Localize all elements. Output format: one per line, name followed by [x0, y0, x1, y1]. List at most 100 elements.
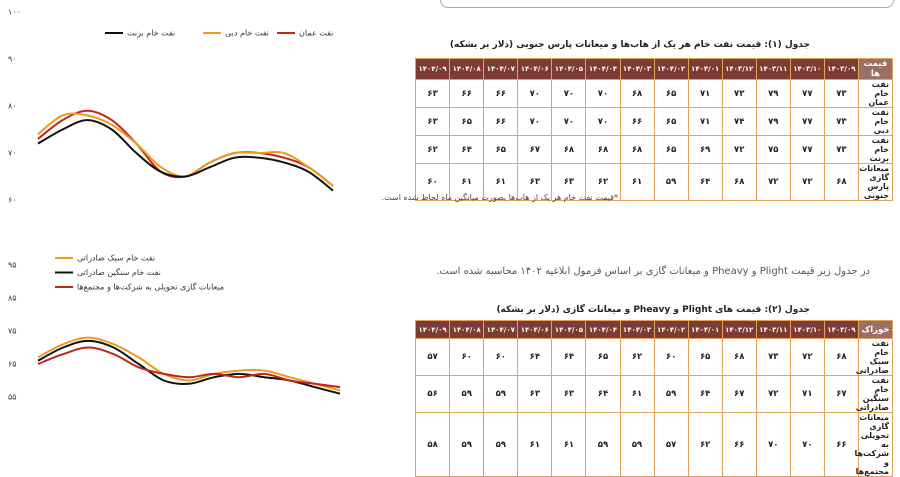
y-tick-label: ۱۰۰: [8, 8, 21, 17]
header-cell: ۱۴۰۴/۰۲: [653, 58, 689, 80]
header-cell: ۱۴۰۴/۰۶: [517, 320, 553, 339]
cell: ۷۹: [755, 79, 791, 108]
table-row: نفت خام سنگین صادراتی ۶۷ ۷۱ ۷۲ ۶۷ ۶۴ ۵۹ ۶۱ ۶۴ ۶۳ ۶…: [414, 375, 894, 413]
legend-label: نفت خام برنت: [127, 29, 175, 38]
table: قیمت ها ۱۴۰۳/۰۹ ۱۴۰۳/۱۰ ۱۴۰۳/۱۱ ۱۴۰۳/۱۲ ۱۴۰۴/…: [414, 58, 894, 201]
cell: ۶۴: [687, 163, 723, 201]
top-frame: [440, 0, 894, 8]
table-title: جدول (۱): قیمت نفت خام هر یک از هاب‌ها و…: [449, 40, 810, 50]
cell: ۵۹: [653, 163, 689, 201]
legend-label: میعانات گازی تحویلی به شرکت‌ها و مجتمع‌ه…: [77, 282, 224, 292]
cell: ۶۴: [687, 375, 723, 413]
y-tick-label: ۸۰: [8, 102, 17, 111]
cell: ۶۴: [449, 135, 485, 164]
cell: ۷۷: [789, 107, 825, 136]
cell: ۶۷: [721, 375, 757, 413]
cell: ۶۵: [653, 79, 689, 108]
cell: ۶۸: [721, 338, 757, 376]
cell: ۷۵: [755, 135, 791, 164]
header-cell: ۱۴۰۳/۱۱: [755, 58, 791, 80]
cell: ۷۳: [823, 135, 859, 164]
row-label: نفت خام سنگین صادراتی: [856, 375, 894, 413]
y-tick-label: ۸۵: [8, 294, 17, 303]
line: [37, 346, 341, 389]
row-label: میعانات گازی پارس جنوبی: [857, 163, 894, 201]
cell: ۶۷: [517, 135, 553, 164]
cell: ۶۳: [517, 163, 553, 201]
cell: ۷۰: [585, 107, 621, 136]
cell: ۶۲: [414, 135, 451, 164]
cell: ۷۰: [755, 412, 791, 477]
cell: ۶۳: [414, 79, 451, 108]
header-cell: ۱۴۰۴/۰۵: [551, 320, 587, 339]
table-row: نفت خام برنت ۷۳ ۷۷ ۷۵ ۷۲ ۶۹ ۶۵ ۶۸ ۶۸ ۶۸ ۶۷ ۶۵ ۶۴ ۶۲: [414, 135, 894, 164]
header-cell: ۱۴۰۳/۱۰: [789, 320, 825, 339]
header-cell: ۱۴۰۳/۱۰: [789, 58, 825, 80]
header-cell: ۱۴۰۳/۱۲: [721, 58, 757, 80]
cell: ۶۸: [721, 163, 757, 201]
cell: ۵۹: [449, 412, 485, 477]
cell: ۷۰: [585, 79, 621, 108]
cell: ۶۶: [619, 107, 655, 136]
cell: ۶۰: [414, 163, 451, 201]
cell: ۶۲: [619, 338, 655, 376]
header-cell: ۱۴۰۴/۰۱: [687, 320, 723, 339]
header-row: خوراک ۱۴۰۳/۰۹ ۱۴۰۳/۱۰ ۱۴۰۳/۱۱ ۱۴۰۳/۱۲ ۱۴۰۴/۰۱…: [414, 320, 894, 339]
cell: ۶۶: [823, 412, 859, 477]
header-cell: ۱۴۰۴/۰۳: [619, 58, 655, 80]
header-cell: ۱۴۰۴/۰۷: [483, 320, 519, 339]
legend-label: نفت عمان: [299, 29, 333, 38]
header-cell: ۱۴۰۳/۰۹: [823, 320, 859, 339]
cell: ۵۶: [414, 375, 451, 413]
cell: ۶۳: [551, 163, 587, 201]
cell: ۶۹: [687, 135, 723, 164]
paragraph: در جدول زیر قیمت Plight و Pheavy و میعان…: [436, 266, 870, 277]
cell: ۷۱: [789, 375, 825, 413]
y-tick-label: ۷۰: [8, 149, 17, 158]
cell: ۷۳: [823, 107, 859, 136]
header-row: قیمت ها ۱۴۰۳/۰۹ ۱۴۰۳/۱۰ ۱۴۰۳/۱۱ ۱۴۰۳/۱۲ ۱۴۰۴/…: [414, 58, 894, 80]
cell: ۶۴: [585, 375, 621, 413]
cell: ۵۹: [483, 412, 519, 477]
cell: ۶۴: [551, 338, 587, 376]
cell: ۶۸: [551, 135, 587, 164]
cell: ۷۳: [721, 79, 757, 108]
cell: ۷۳: [823, 79, 859, 108]
cell: ۶۱: [619, 163, 655, 201]
cell: ۶۰: [653, 338, 689, 376]
y-tick-label: ۵۵: [8, 393, 17, 402]
header-cell: ۱۴۰۳/۱۱: [755, 320, 791, 339]
cell: ۷۳: [755, 338, 791, 376]
cell: ۶۶: [483, 79, 519, 108]
cell: ۶۱: [483, 163, 519, 201]
cell: ۶۸: [823, 163, 859, 201]
cell: ۷۷: [789, 135, 825, 164]
charts: ۱۰۰ ۹۰ ۸۰ ۷۰ ۶۰ نفت عمان نفت خام دبی نفت خام بر…: [8, 8, 341, 402]
cell: ۶۵: [653, 135, 689, 164]
cell: ۵۹: [653, 375, 689, 413]
header-cell: ۱۴۰۴/۰۶: [517, 58, 553, 80]
line: [37, 119, 334, 192]
cell: ۶۶: [483, 107, 519, 136]
cell: ۶۱: [449, 163, 485, 201]
cell: ۶۰: [483, 338, 519, 376]
cell: ۷۲: [755, 375, 791, 413]
cell: ۵۹: [449, 375, 485, 413]
table-row: میعانات گازی پارس جنوبی ۶۸ ۷۲ ۷۲ ۶۸ ۶۴ ۵۹ ۶۱ ۶۲ ۶…: [414, 163, 894, 201]
cell: ۶۲: [585, 163, 621, 201]
row-label: نفت خام سبک صادراتی: [856, 338, 894, 376]
header-cell: قیمت ها: [857, 58, 894, 80]
cell: ۶۸: [823, 338, 859, 376]
cell: ۶۳: [414, 107, 451, 136]
cell: ۶۰: [449, 338, 485, 376]
cell: ۷۱: [687, 107, 723, 136]
header-cell: ۱۴۰۳/۰۹: [823, 58, 859, 80]
cell: ۷۹: [755, 107, 791, 136]
y-tick-label: ۹۵: [8, 261, 17, 270]
cell: ۷۱: [687, 79, 723, 108]
cell: ۶۶: [449, 79, 485, 108]
cell: ۵۹: [483, 375, 519, 413]
header-cell: ۱۴۰۴/۰۹: [414, 58, 451, 80]
